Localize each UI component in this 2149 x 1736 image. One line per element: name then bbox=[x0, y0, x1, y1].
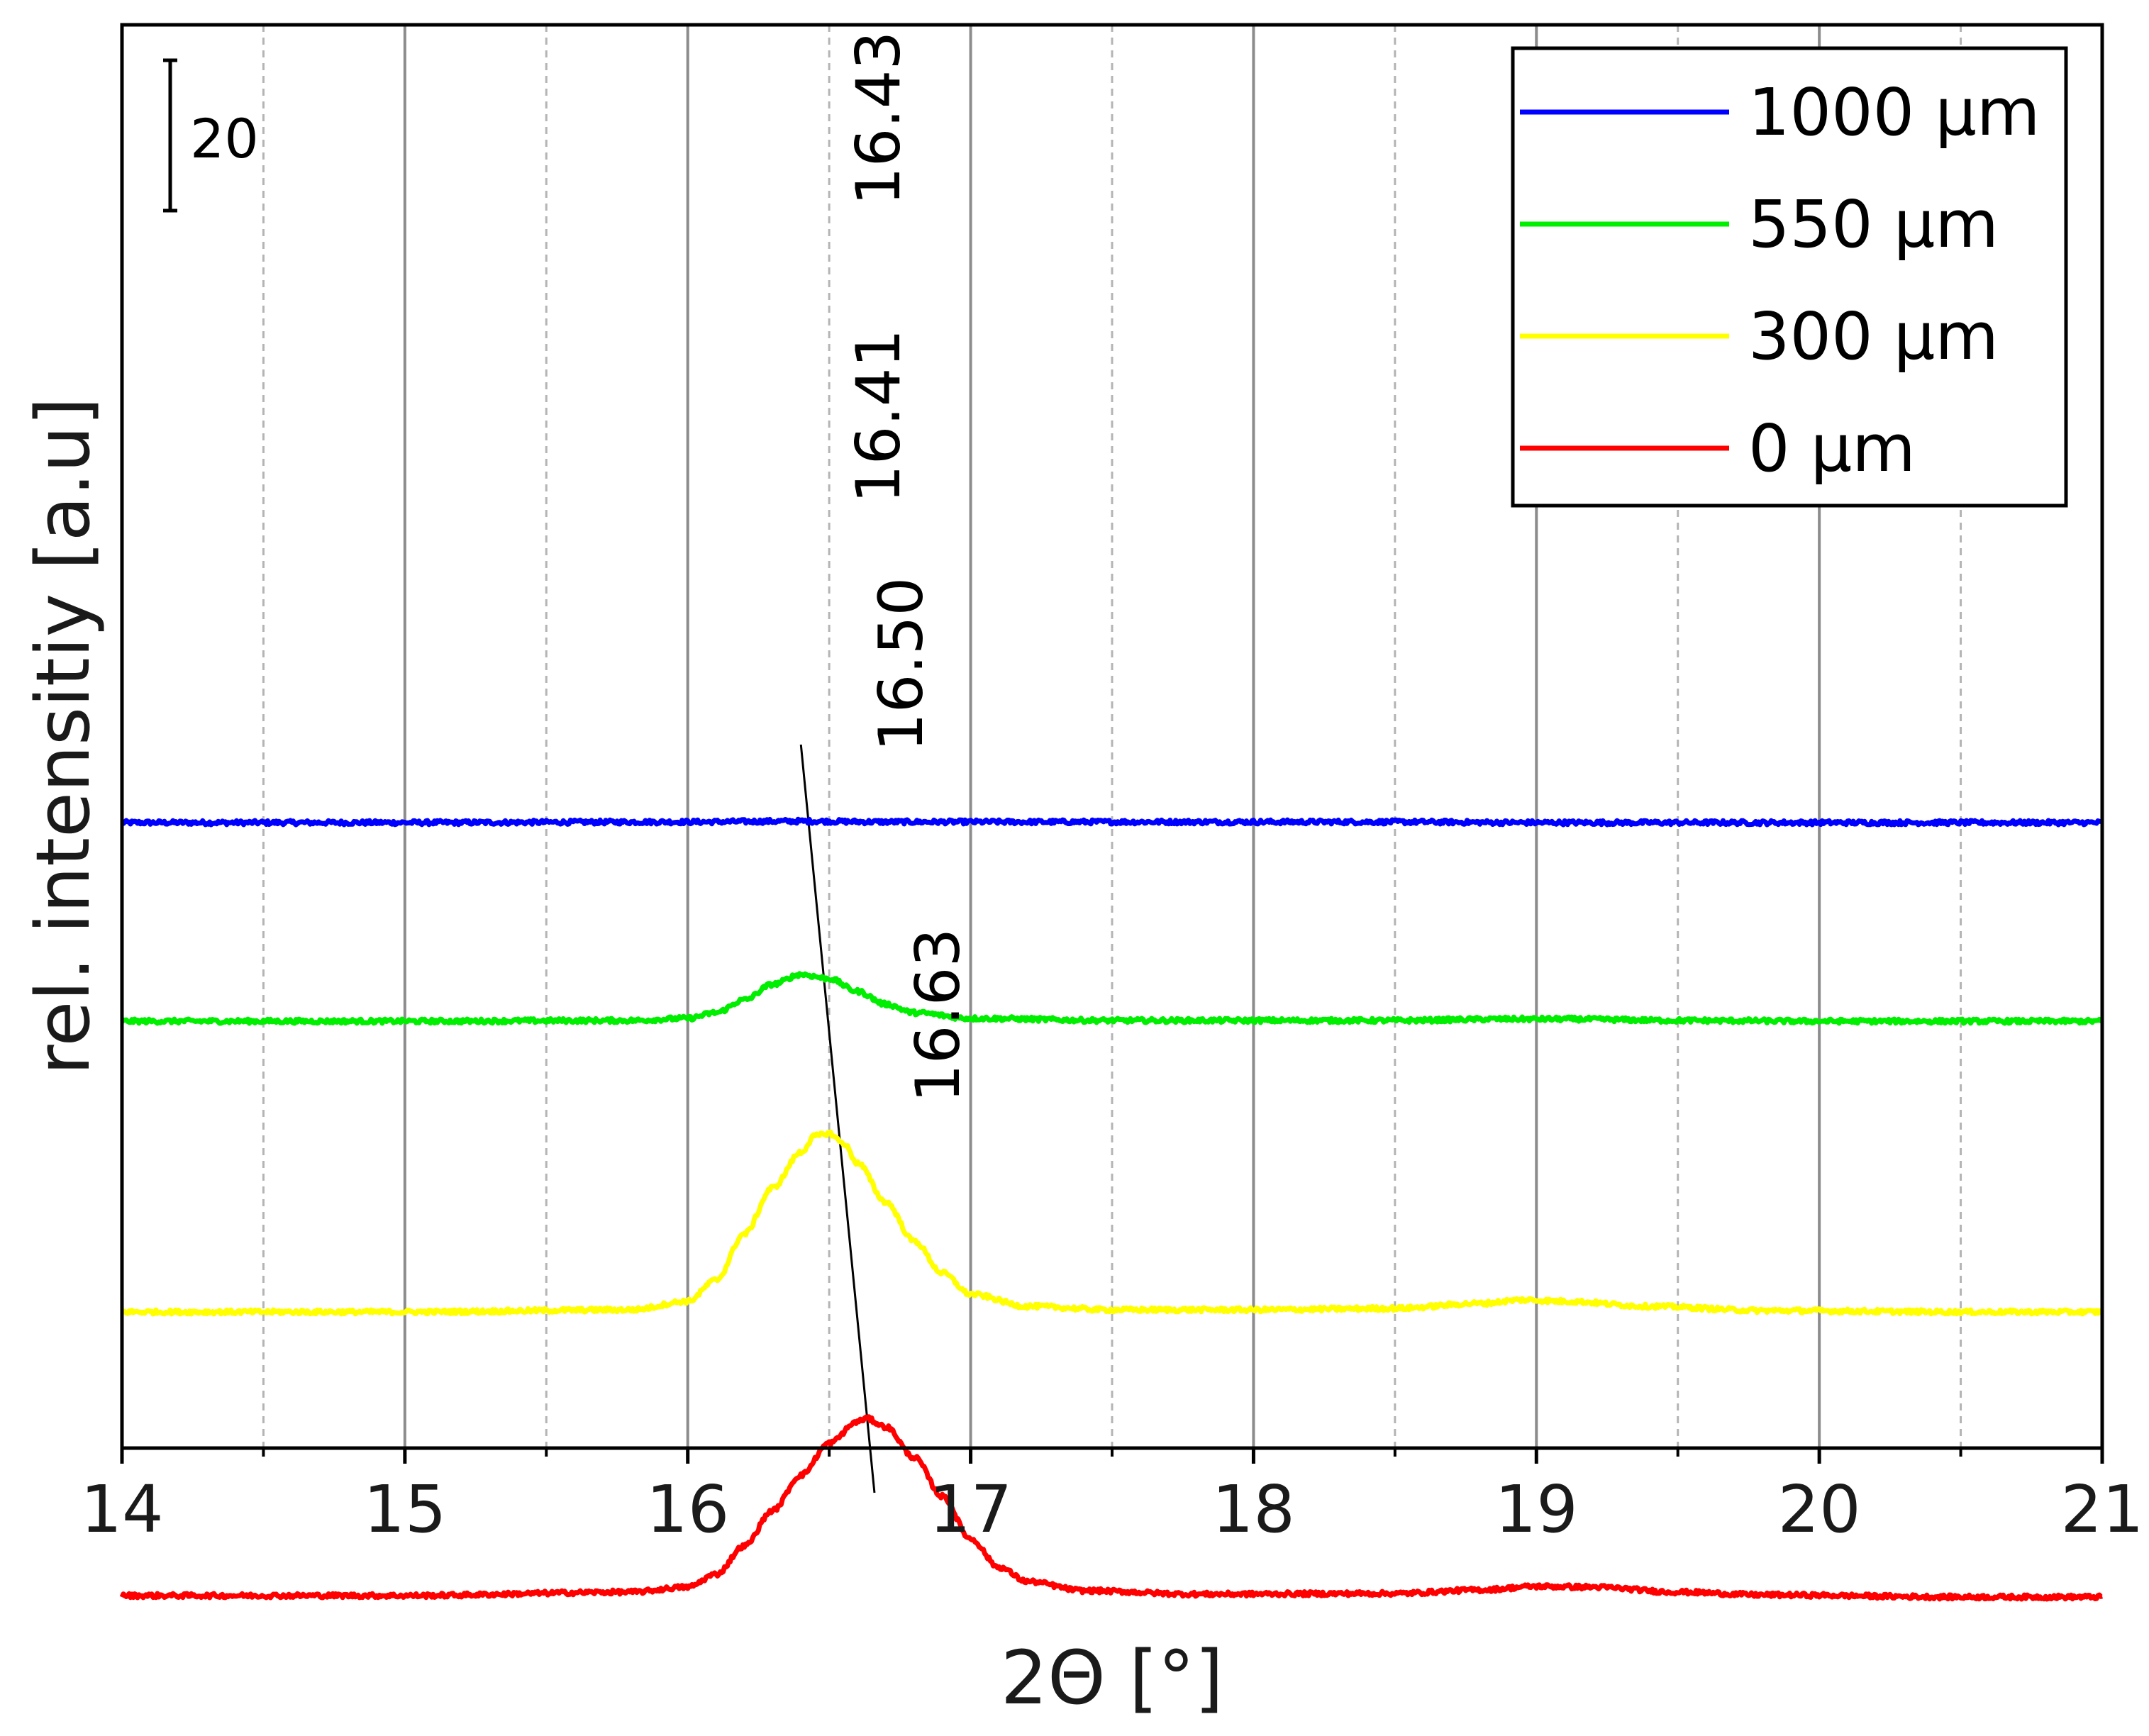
x-tick-label-18: 18 bbox=[1212, 1471, 1295, 1547]
peak-label-1: 16.41 bbox=[843, 329, 914, 503]
x-tick-label-20: 20 bbox=[1778, 1471, 1861, 1547]
x-tick-label-21: 21 bbox=[2060, 1471, 2143, 1547]
series-lines bbox=[119, 816, 2104, 1602]
scale-bar: 20 bbox=[163, 58, 259, 213]
legend-label-0: 1000 µm bbox=[1748, 74, 2040, 150]
peak-label-3: 16.63 bbox=[903, 928, 974, 1103]
peak-guide-line bbox=[799, 744, 876, 1493]
peak-label-0: 16.43 bbox=[843, 31, 914, 206]
peak-label-2: 16.50 bbox=[866, 577, 937, 752]
legend-box bbox=[1511, 46, 2068, 508]
series-line-2 bbox=[121, 1129, 2104, 1317]
x-tick-label-19: 19 bbox=[1495, 1471, 1578, 1547]
x-tick-label-15: 15 bbox=[363, 1471, 446, 1547]
x-axis-title: 2Θ [°] bbox=[1001, 1635, 1223, 1721]
scale-bar-label: 20 bbox=[190, 107, 259, 170]
x-tick-label-17: 17 bbox=[929, 1471, 1012, 1547]
x-axis-ticks: 14 15 16 17 18 19 20 21 bbox=[80, 1448, 2144, 1547]
x-tick-label-14: 14 bbox=[80, 1471, 163, 1547]
peak-guide bbox=[799, 744, 876, 1493]
legend-label-2: 300 µm bbox=[1748, 299, 1999, 374]
y-axis-title: rel. intensitiy [a.u] bbox=[20, 397, 106, 1075]
grid-lines bbox=[262, 25, 1962, 1448]
legend-label-3: 0 µm bbox=[1748, 411, 1916, 486]
series-line-0 bbox=[120, 816, 2104, 828]
legend: 1000 µm 550 µm 300 µm 0 µm bbox=[1511, 46, 2068, 508]
series-line-3 bbox=[119, 1414, 2104, 1602]
legend-label-1: 550 µm bbox=[1748, 187, 1999, 262]
x-tick-label-16: 16 bbox=[646, 1471, 729, 1547]
peak-labels: 16.43 16.41 16.50 16.63 bbox=[843, 31, 974, 1103]
series-line-1 bbox=[120, 971, 2104, 1026]
